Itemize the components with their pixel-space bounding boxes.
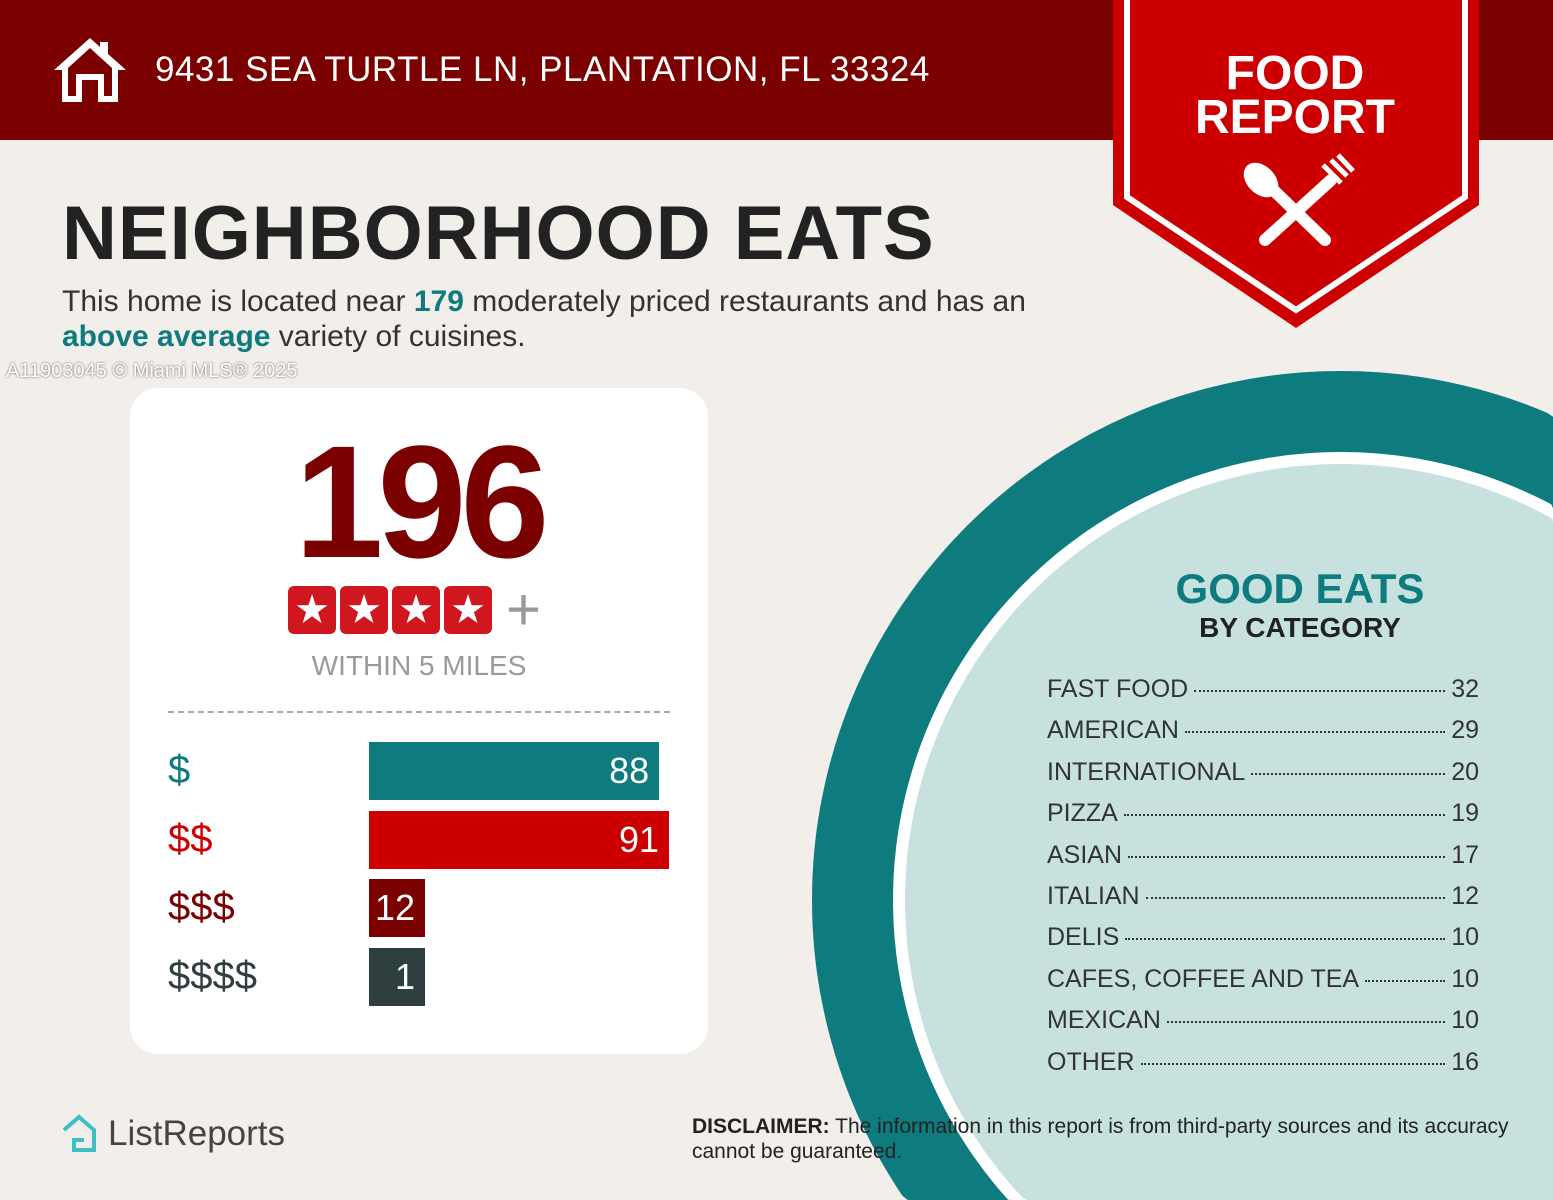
price-bar: 12 — [369, 879, 425, 937]
price-tier-label: $$$ — [168, 885, 235, 929]
category-name: PIZZA — [1047, 799, 1118, 828]
plus-icon: + — [506, 576, 542, 643]
dot-leader — [1251, 772, 1446, 775]
restaurant-summary-card: 196 ★ ★ ★ ★ + WITHIN 5 MILES $88 $$ 91 $$$ 12 $$… — [130, 388, 708, 1054]
home-icon — [54, 38, 126, 102]
good-eats-subtitle: BY CATEGORY — [1199, 612, 1401, 643]
badge-line2: REPORT — [1194, 91, 1395, 144]
listreports-logo: ListReports — [60, 1114, 285, 1154]
category-name: ASIAN — [1047, 840, 1123, 869]
dot-leader — [1166, 1021, 1446, 1024]
star-icon: ★ — [444, 586, 492, 634]
category-item: ITALIAN 12 — [1047, 881, 1479, 922]
category-name: AMERICAN — [1047, 716, 1179, 745]
dot-leader — [1145, 896, 1446, 899]
category-item: AMERICAN 29 — [1047, 715, 1479, 756]
price-tier-label: $$ — [168, 816, 213, 861]
badge-line1: FOOD — [1225, 47, 1365, 100]
category-count: 16 — [1451, 1047, 1479, 1076]
category-item: ASIAN 17 — [1047, 840, 1479, 881]
dot-leader — [1365, 979, 1446, 982]
category-item: INTERNATIONAL 20 — [1047, 757, 1479, 798]
dot-leader — [1128, 855, 1446, 858]
category-count: 32 — [1451, 675, 1479, 703]
property-address: 9431 SEA TURTLE LN, PLANTATION, FL 33324 — [155, 50, 930, 89]
price-tier-label: $$$$ — [168, 953, 257, 998]
category-item: PIZZA 19 — [1047, 798, 1479, 839]
restaurant-count: 179 — [413, 285, 464, 318]
category-count: 20 — [1451, 757, 1479, 786]
total-restaurants: 196 — [294, 412, 550, 591]
category-name: FAST FOOD — [1047, 675, 1189, 703]
category-count: 10 — [1451, 923, 1479, 952]
category-item: DELIS 10 — [1047, 922, 1479, 963]
category-list: FAST FOOD 32 AMERICAN 29 INTERNATIONAL 20 PIZZ… — [1047, 674, 1479, 1088]
watermark: A11903045 © Miami MLS® 2025 — [6, 360, 298, 382]
price-bar: 1 — [369, 947, 425, 1006]
food-report-badge — [1113, 0, 1479, 328]
category-name: ITALIAN — [1047, 881, 1140, 910]
plate-center — [905, 464, 1553, 1200]
good-eats-title: GOOD EATS — [1175, 565, 1425, 612]
category-item: OTHER 16 — [1047, 1047, 1479, 1088]
category-count: 19 — [1451, 799, 1479, 828]
category-count: 17 — [1451, 840, 1479, 869]
page-title: NEIGHBORHOOD EATS — [62, 191, 935, 276]
dot-leader — [1194, 690, 1446, 692]
price-tier-label: $ — [168, 748, 191, 792]
star-icon: ★ — [288, 586, 336, 634]
category-item: MEXICAN 10 — [1047, 1005, 1479, 1046]
radius-label: WITHIN 5 MILES — [311, 650, 527, 681]
dot-leader — [1140, 1062, 1446, 1065]
category-item: CAFES, COFFEE AND TEA 10 — [1047, 964, 1479, 1005]
category-name: INTERNATIONAL — [1047, 757, 1246, 786]
category-name: CAFES, COFFEE AND TEA — [1047, 964, 1360, 993]
price-bar: 88 — [369, 742, 660, 800]
category-count: 10 — [1451, 964, 1479, 993]
star-rating: ★ ★ ★ ★ — [288, 586, 492, 634]
category-name: MEXICAN — [1047, 1006, 1161, 1035]
category-count: 29 — [1451, 716, 1479, 745]
category-count: 12 — [1451, 881, 1479, 910]
category-name: DELIS — [1047, 923, 1120, 952]
divider — [168, 711, 670, 713]
dot-leader — [1184, 731, 1446, 734]
dot-leader — [1125, 938, 1446, 941]
star-icon: ★ — [392, 586, 440, 634]
variety-rating: above average — [62, 320, 271, 353]
category-item: FAST FOOD 32 — [1047, 674, 1479, 715]
summary-text: This home is located near 179 moderately… — [62, 285, 1026, 353]
price-bar: 91 — [369, 810, 669, 869]
dot-leader — [1123, 814, 1446, 817]
star-icon: ★ — [340, 586, 388, 634]
category-count: 10 — [1451, 1006, 1479, 1035]
category-name: OTHER — [1047, 1047, 1135, 1076]
listreports-logo-icon — [62, 1114, 96, 1152]
disclaimer: DISCLAIMER: The information in this repo… — [692, 1115, 1509, 1163]
